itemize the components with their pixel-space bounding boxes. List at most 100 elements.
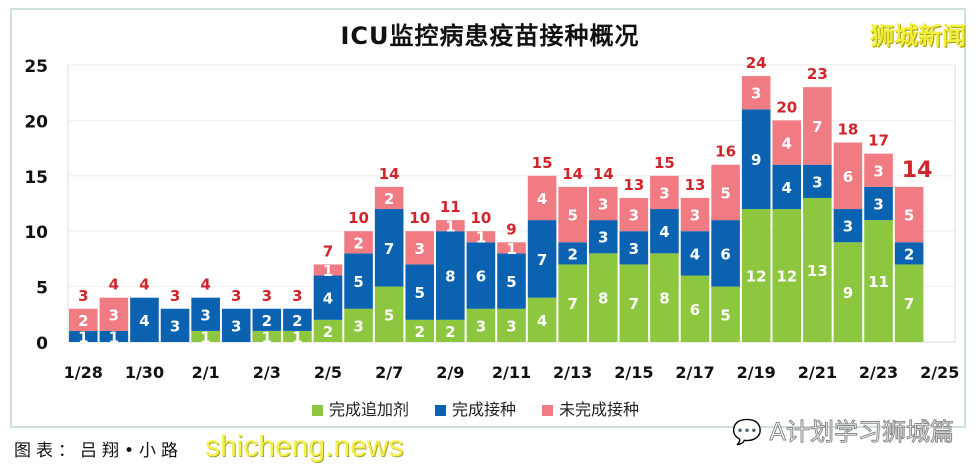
total-label: 3 <box>231 287 241 305</box>
segment-label: 3 <box>598 229 608 247</box>
bar-segment <box>803 87 832 165</box>
segment-label: 1 <box>323 262 333 280</box>
legend-label-incomplete: 未完成接种 <box>559 400 640 419</box>
segment-label: 6 <box>720 245 730 263</box>
segment-label: 3 <box>629 207 639 225</box>
bar-segment <box>69 308 98 331</box>
segment-label: 3 <box>873 196 883 214</box>
bar-segment <box>558 242 587 265</box>
bar-segment <box>405 231 435 265</box>
segment-label: 7 <box>384 240 394 258</box>
legend-item-booster: 完成追加剂 <box>312 396 409 420</box>
bar-segment <box>741 109 771 210</box>
bar-segment <box>283 308 312 331</box>
bar-segment <box>803 197 832 342</box>
segment-label: 4 <box>690 245 700 263</box>
segment-label: 7 <box>629 295 639 313</box>
segment-label: 5 <box>353 273 363 291</box>
segment-label: 5 <box>506 273 516 291</box>
y-tick-label: 10 <box>24 223 48 243</box>
bar-segment <box>894 264 924 342</box>
total-label: 23 <box>807 65 828 83</box>
bar-segment <box>772 209 802 342</box>
bar-segment <box>344 231 373 254</box>
bar-segment <box>833 242 863 342</box>
segment-label: 13 <box>807 262 828 280</box>
bar-segment <box>374 209 404 287</box>
segment-label: 3 <box>109 306 119 324</box>
segment-label: 4 <box>139 312 149 330</box>
total-label: 11 <box>440 198 461 216</box>
segment-label: 4 <box>323 290 333 308</box>
bar-segment <box>650 209 679 254</box>
segment-label: 2 <box>353 234 363 252</box>
segment-label: 1 <box>476 229 486 247</box>
bar-segment <box>527 175 557 221</box>
segment-label: 5 <box>720 184 730 202</box>
bar-segment <box>191 297 220 331</box>
segment-label: 4 <box>659 223 669 241</box>
total-label: 13 <box>623 176 644 194</box>
bar-segment <box>497 242 526 254</box>
segment-label: 3 <box>476 317 486 335</box>
legend-swatch-incomplete <box>542 405 554 416</box>
bar-segment <box>741 76 771 110</box>
bar-segment <box>374 286 404 342</box>
total-label: 24 <box>746 54 767 72</box>
legend-label-booster: 完成追加剂 <box>329 400 410 419</box>
segment-label: 1 <box>109 328 119 346</box>
bar-segment <box>588 220 618 254</box>
segment-label: 12 <box>776 268 797 286</box>
total-label: 4 <box>139 276 149 294</box>
x-tick-label: 2/9 <box>436 363 464 382</box>
segment-label: 5 <box>720 306 730 324</box>
wechat-account-watermark: 💬 A计划学习狮城篇 <box>732 412 955 447</box>
x-tick-label: 2/23 <box>859 363 898 382</box>
bar-segment <box>221 308 251 342</box>
bar-segment <box>160 308 190 342</box>
total-label: 18 <box>838 121 859 139</box>
y-tick-label: 0 <box>36 334 48 354</box>
segment-label: 9 <box>843 284 853 302</box>
bar-segment <box>894 242 924 265</box>
segment-label: 1 <box>262 328 272 346</box>
y-tick-label: 25 <box>24 57 48 77</box>
segment-label: 1 <box>506 240 516 258</box>
segment-label: 6 <box>690 301 700 319</box>
segment-label: 4 <box>537 190 547 208</box>
segment-label: 12 <box>746 268 767 286</box>
segment-label: 3 <box>231 317 241 335</box>
x-tick-label: 2/21 <box>798 363 837 382</box>
segment-label: 1 <box>200 328 210 346</box>
segment-label: 6 <box>476 268 486 286</box>
bar-segment <box>191 330 220 342</box>
bar-segment <box>833 142 863 210</box>
segment-label: 3 <box>629 240 639 258</box>
segment-label: 3 <box>598 196 608 214</box>
segment-label: 3 <box>415 240 425 258</box>
segment-label: 4 <box>782 135 792 153</box>
x-tick-label: 2/19 <box>737 363 776 382</box>
segment-label: 1 <box>78 328 88 346</box>
segment-label: 3 <box>170 317 180 335</box>
x-tick-label: 2/25 <box>920 363 959 382</box>
segment-label: 7 <box>567 295 577 313</box>
bar-segment <box>130 297 159 342</box>
x-tick-label: 2/11 <box>492 363 531 382</box>
bar-segment <box>803 164 832 198</box>
bar-segment <box>680 275 710 342</box>
brand-logo: 狮城新闻 <box>870 22 966 50</box>
segment-label: 2 <box>567 245 577 263</box>
bar-segment <box>741 209 771 342</box>
total-label: 4 <box>200 276 210 294</box>
segment-label: 8 <box>659 290 669 308</box>
chart-frame <box>10 8 966 428</box>
segment-label: 7 <box>904 295 914 313</box>
segment-label: 5 <box>904 207 914 225</box>
bar-segment <box>864 220 893 342</box>
bar-segment <box>558 264 587 342</box>
bar-segment <box>619 264 649 342</box>
segment-label: 9 <box>751 151 761 169</box>
bar-segment <box>680 197 710 232</box>
total-label: 9 <box>506 220 516 238</box>
